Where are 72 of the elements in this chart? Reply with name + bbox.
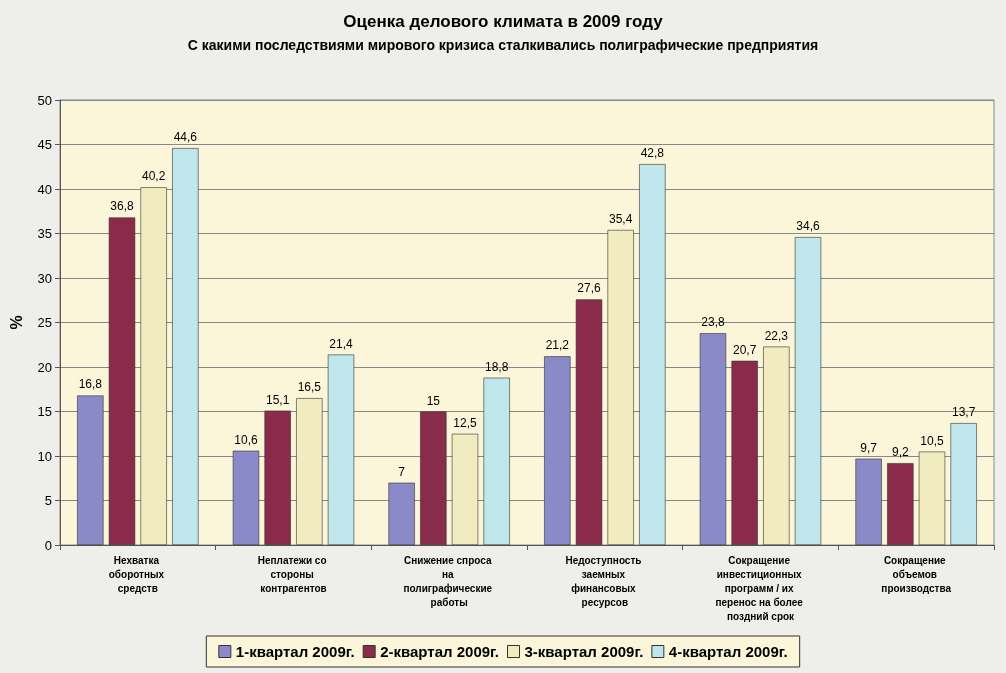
y-tick-label: 35 (37, 226, 52, 241)
data-label: 13,7 (952, 405, 976, 420)
bar (296, 398, 323, 545)
bar (794, 237, 822, 545)
y-tick-label: 30 (37, 270, 52, 286)
bar (108, 217, 136, 545)
bar (731, 360, 758, 545)
data-label: 36,8 (110, 199, 134, 214)
bar (77, 395, 104, 545)
y-tick-label: 25 (37, 315, 52, 330)
bar (699, 333, 727, 545)
bar (388, 482, 415, 545)
y-tick-label: 50 (37, 92, 52, 108)
x-tick-label: Неплатежи со стороны контрагентов (257, 554, 330, 594)
legend-label: 3-квартал 2009г. (524, 643, 644, 660)
legend-label: 1-квартал 2009г. (235, 643, 355, 660)
legend-label: 2-квартал 2009г. (380, 643, 499, 660)
data-label: 40,2 (141, 169, 166, 184)
data-label: 16,5 (297, 380, 322, 395)
data-label: 27,6 (577, 281, 601, 296)
data-label: 23,8 (701, 315, 725, 330)
x-tick-label: Нехватка оборотных средств (108, 554, 167, 594)
x-tick-label: Сокращение объемов производства (881, 554, 952, 594)
bar (544, 356, 571, 545)
data-label: 34,6 (796, 219, 821, 234)
data-label: 9,2 (891, 445, 909, 460)
bar (950, 423, 977, 545)
bar (327, 354, 355, 545)
data-label: 12,5 (453, 415, 478, 430)
data-label: 7 (398, 464, 406, 479)
y-axis-title: % (7, 315, 25, 330)
y-tick-label: 10 (37, 448, 52, 464)
bar (763, 346, 790, 545)
x-tick-label: Недоступность заемных финансовых ресурсов (565, 554, 645, 608)
data-label: 44,6 (173, 130, 198, 145)
bar (483, 377, 510, 545)
y-tick-label: 15 (37, 404, 52, 419)
data-label: 35,4 (608, 211, 633, 226)
y-tick-label: 20 (37, 359, 52, 375)
data-label: 9,7 (860, 440, 878, 455)
data-label: 15,1 (265, 392, 290, 407)
y-tick-label: 5 (44, 493, 52, 508)
bar (140, 187, 167, 545)
data-label: 21,4 (329, 336, 354, 351)
data-label: 15 (426, 393, 441, 408)
data-label: 10,5 (920, 433, 945, 448)
data-label: 18,8 (485, 359, 509, 374)
y-tick-label: 40 (37, 181, 52, 197)
bar (264, 410, 291, 545)
bar (420, 411, 447, 545)
x-tick-label: Сокращение инвестиционных программ / их перенос на более поздний срок (715, 554, 806, 622)
chart-subtitle: С какими последствиями мирового кризиса сталкивались полиграфические предприятия (187, 37, 819, 53)
legend-label: 4-квартал 2009г. (668, 643, 788, 660)
data-label: 42,8 (640, 146, 665, 161)
x-tick-label: Снижение спроса на полиграфические работы (403, 554, 495, 608)
bar (918, 451, 946, 545)
bar (232, 450, 260, 545)
data-label: 22,3 (764, 328, 789, 343)
data-label: 20,7 (732, 342, 757, 357)
bar (855, 458, 882, 545)
y-tick-label: 0 (44, 537, 52, 553)
bar (887, 463, 914, 545)
bar (607, 229, 634, 545)
data-label: 21,2 (545, 338, 570, 353)
y-tick-label: 45 (37, 137, 52, 152)
chart-title: Оценка делового климата в 2009 году (343, 12, 664, 31)
data-label: 16,8 (78, 377, 103, 392)
data-label: 10,6 (234, 432, 258, 447)
bar (172, 148, 199, 545)
bar (639, 164, 666, 545)
bar (451, 433, 479, 545)
bar (575, 299, 603, 545)
